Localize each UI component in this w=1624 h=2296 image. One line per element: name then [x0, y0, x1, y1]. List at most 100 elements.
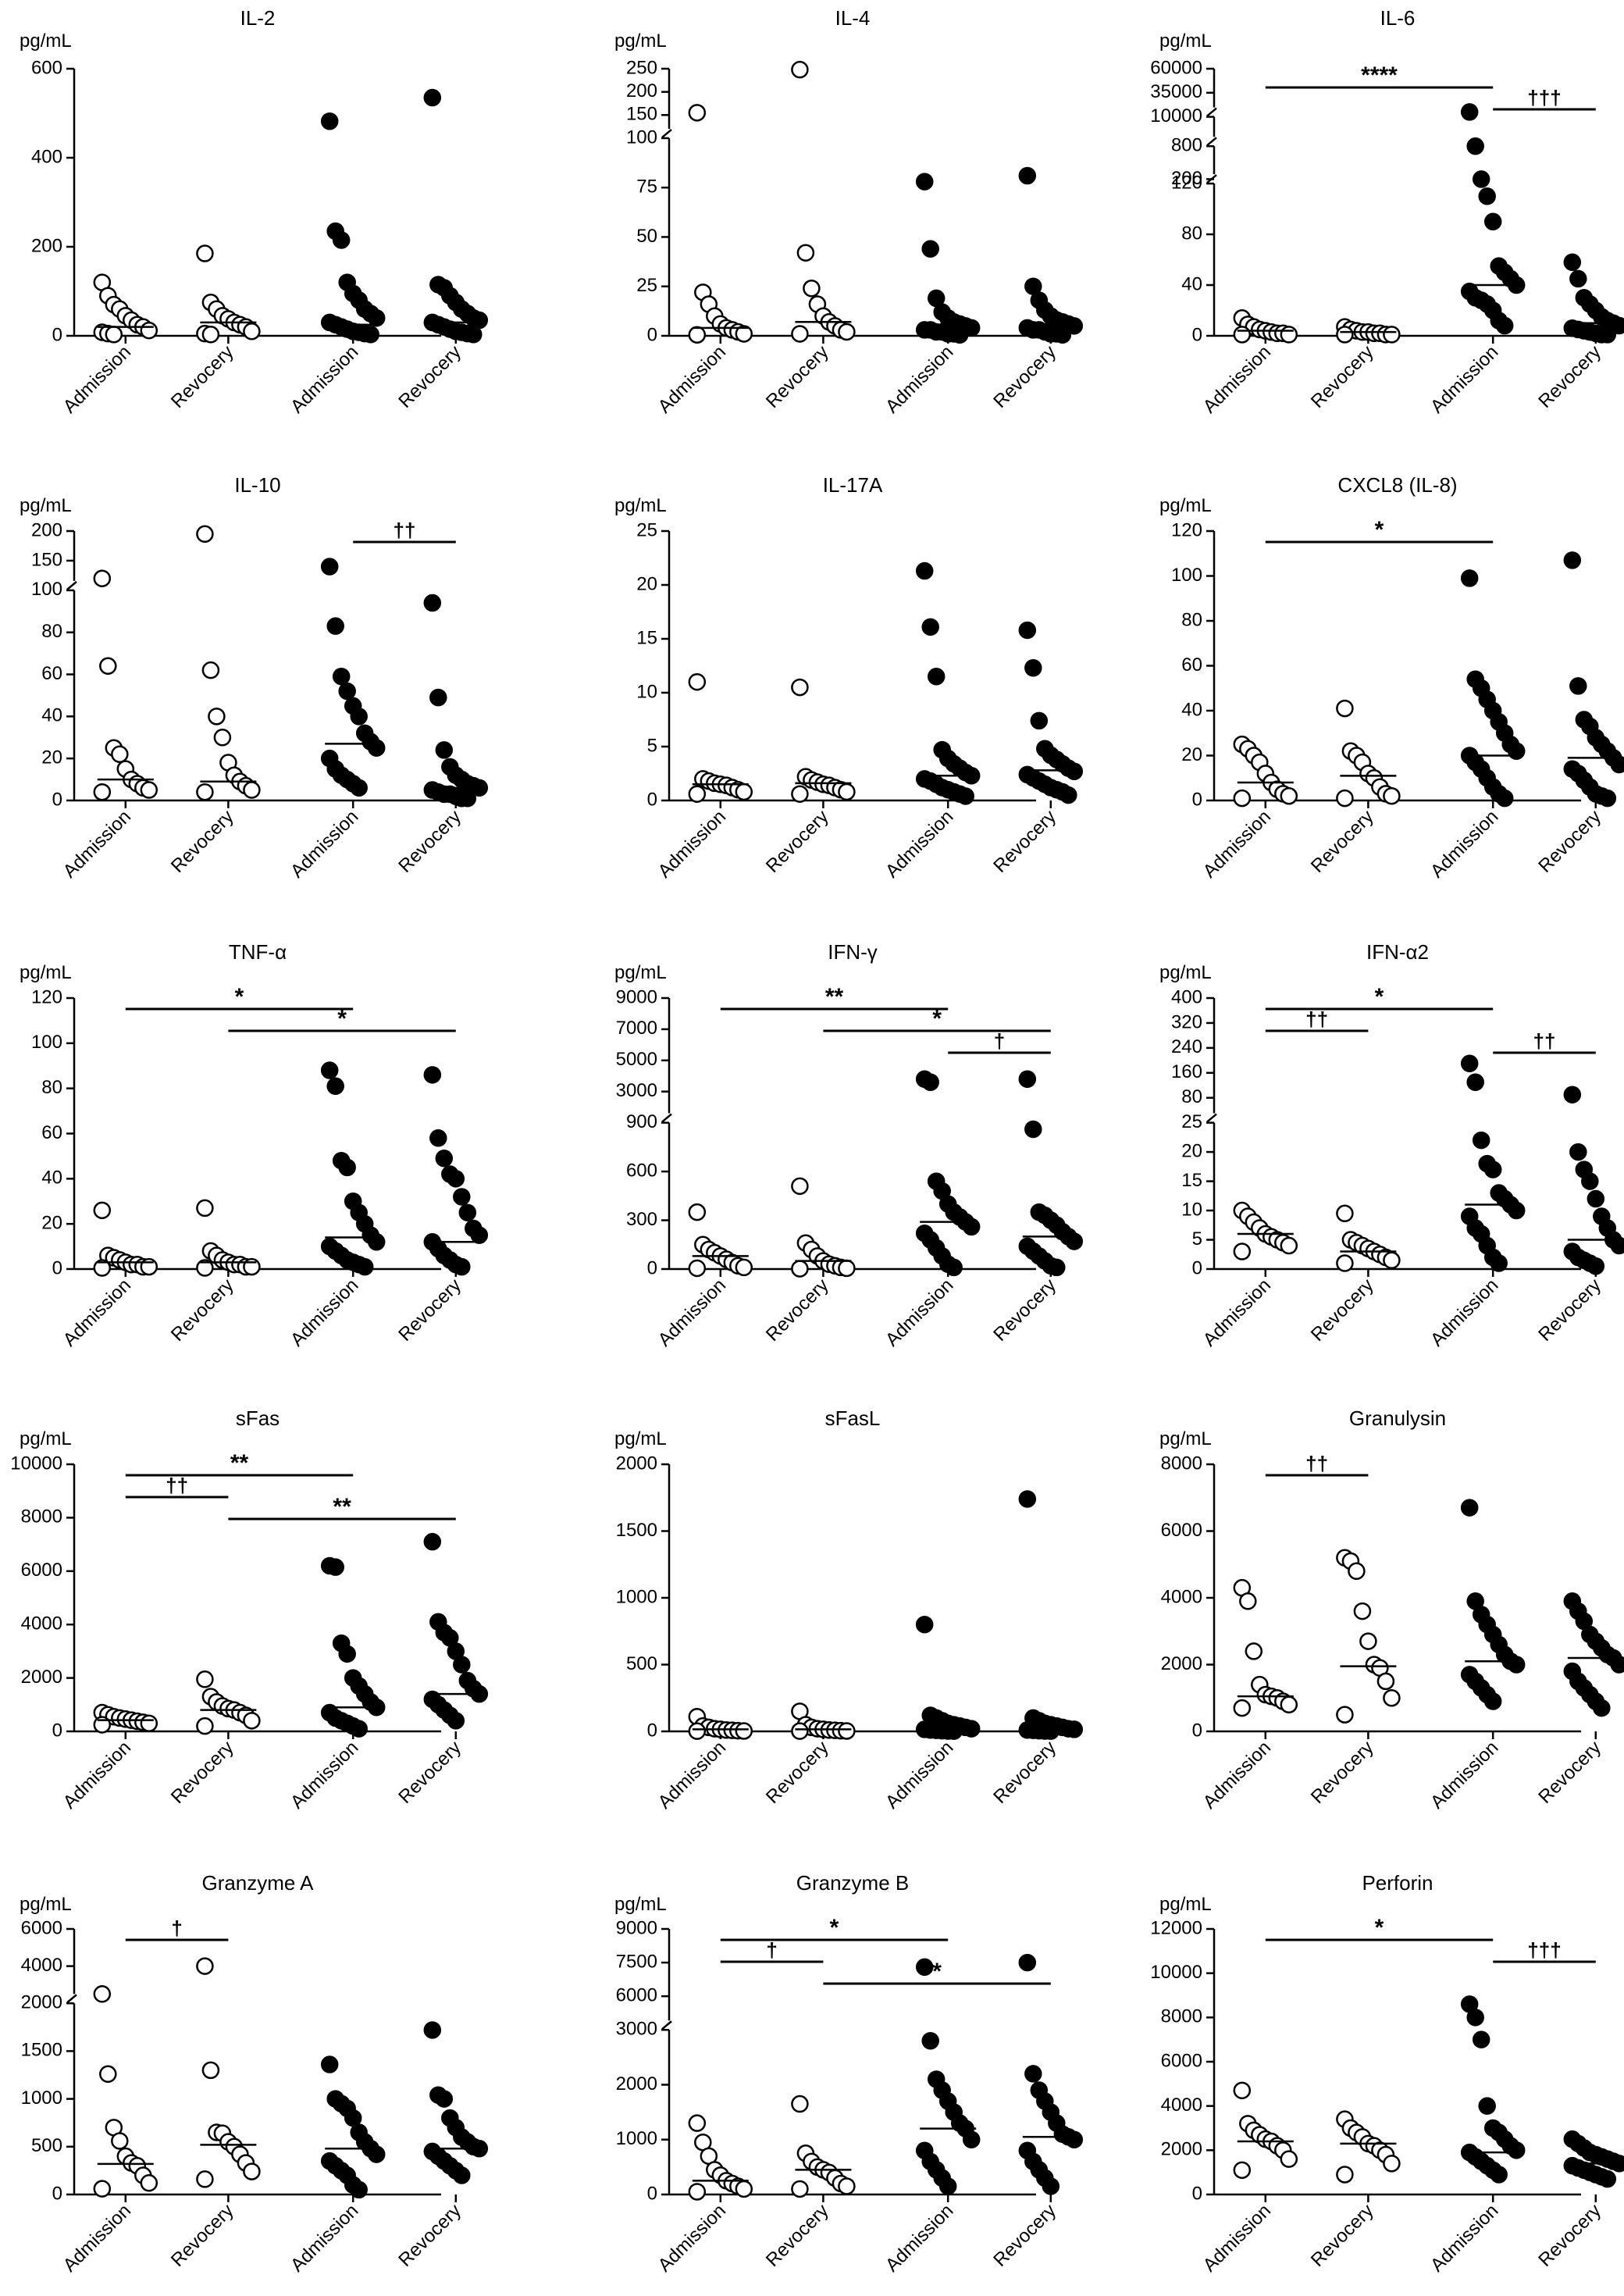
- data-point: [1065, 2130, 1084, 2148]
- data-point: [326, 1558, 344, 1576]
- category-label: Admission: [1426, 2200, 1502, 2276]
- data-point: [1018, 1490, 1037, 1508]
- data-point: [921, 240, 939, 258]
- series-3: [1018, 1490, 1084, 1740]
- y-tick-label: 7500: [616, 1951, 657, 1972]
- y-tick-label: 10000: [1150, 1962, 1202, 1983]
- y-tick-label: 0: [647, 2183, 657, 2204]
- series-0: [688, 1203, 753, 1278]
- significance-label: **: [230, 1450, 249, 1476]
- panel-title: IFN-γ: [828, 940, 878, 964]
- data-point: [1353, 1602, 1372, 1620]
- data-point: [791, 325, 809, 343]
- y-axis: 0 5 10 15 20 25: [636, 519, 671, 810]
- data-point: [465, 326, 483, 344]
- series-1: [1336, 1549, 1401, 1724]
- panel-title: IL-6: [1380, 6, 1416, 30]
- category-label: Revocery: [394, 1737, 465, 1808]
- significance-label: *: [1375, 517, 1384, 543]
- series-2: [320, 558, 386, 797]
- unit-label: pg/mL: [614, 1428, 667, 1449]
- category-label: Revocery: [1307, 1737, 1378, 1808]
- y-tick-label: 600: [31, 57, 62, 78]
- data-point: [93, 783, 112, 801]
- data-point: [791, 1260, 809, 1278]
- y-tick-label: 150: [31, 549, 62, 570]
- data-point: [201, 2061, 220, 2080]
- series-3: [1563, 253, 1624, 344]
- data-point: [688, 104, 707, 122]
- series-3: [423, 2021, 489, 2184]
- data-point: [915, 562, 934, 580]
- data-point: [423, 88, 442, 107]
- y-tick-label: 40: [1181, 273, 1202, 294]
- data-point: [1466, 2009, 1484, 2027]
- y-tick-label: 800: [1171, 135, 1202, 156]
- data-point: [1472, 170, 1490, 188]
- data-point: [1024, 2065, 1042, 2083]
- data-point: [93, 1259, 112, 1277]
- significance-label: ****: [1361, 62, 1398, 88]
- data-point: [1280, 787, 1298, 805]
- category-label: Admission: [1426, 806, 1502, 882]
- significance-label: †††: [1527, 86, 1561, 109]
- data-point: [140, 2174, 158, 2192]
- data-point: [423, 2021, 442, 2039]
- data-point: [1507, 1656, 1526, 1674]
- series-3: [1018, 1070, 1084, 1277]
- data-point: [735, 783, 753, 801]
- series-1: [196, 1199, 261, 1277]
- y-tick-label: 0: [52, 2183, 62, 2204]
- data-point: [915, 1615, 934, 1634]
- data-point: [350, 1720, 368, 1738]
- data-point: [791, 2095, 809, 2113]
- y-axis: 0 2000 4000 6000 8000: [1161, 1453, 1216, 1741]
- data-point: [1569, 677, 1587, 695]
- series-2: [1460, 569, 1526, 808]
- data-point: [326, 1077, 344, 1096]
- y-tick-label: 100: [1171, 565, 1202, 586]
- category-label: Admission: [654, 806, 730, 882]
- y-tick-label: 12000: [1150, 1917, 1202, 1938]
- series-0: [1233, 2081, 1298, 2180]
- data-point: [338, 1645, 356, 1663]
- series-1: [196, 1957, 261, 2188]
- data-point: [688, 1259, 707, 1278]
- data-point: [938, 2177, 957, 2195]
- data-point: [435, 2090, 454, 2108]
- y-tick-label: 250: [626, 57, 657, 78]
- category-label: Admission: [59, 1275, 135, 1350]
- y-tick-label: 10000: [1150, 105, 1202, 127]
- y-tick-label: 7000: [616, 1018, 657, 1039]
- unit-label: pg/mL: [20, 1428, 72, 1449]
- y-tick-label: 0: [52, 324, 62, 345]
- data-point: [93, 569, 112, 587]
- data-point: [1280, 2150, 1298, 2168]
- y-tick-label: 60: [41, 1122, 62, 1143]
- data-point: [1336, 1254, 1354, 1272]
- series-3: [423, 1066, 489, 1276]
- significance-label: ††: [1305, 1007, 1328, 1031]
- category-label: Revocery: [1307, 1275, 1378, 1346]
- data-point: [791, 1177, 809, 1196]
- data-point: [1598, 326, 1617, 344]
- y-tick-label: 1000: [616, 1586, 657, 1607]
- series-0: [93, 1703, 158, 1734]
- data-point: [921, 1073, 939, 1091]
- category-label: Admission: [881, 1275, 957, 1350]
- panel-il-17a: IL-17A pg/mL 0 5 10 15 20 25 Admission Revocery Ad…: [614, 473, 1084, 882]
- series-2: [320, 112, 386, 344]
- data-point: [1472, 2030, 1490, 2048]
- data-point: [243, 1712, 261, 1730]
- data-point: [423, 594, 442, 612]
- y-tick-label: 6000: [21, 1560, 62, 1581]
- y-axis: 0 500 1000 1500 2000: [616, 1453, 671, 1741]
- series-1: [1336, 699, 1401, 808]
- category-label: Admission: [59, 1737, 135, 1813]
- series-2: [1460, 1995, 1526, 2184]
- y-tick-label: 20: [636, 573, 657, 594]
- data-point: [1490, 1254, 1508, 1272]
- data-point: [688, 326, 707, 344]
- series-3: [1018, 621, 1084, 804]
- data-point: [1563, 253, 1582, 272]
